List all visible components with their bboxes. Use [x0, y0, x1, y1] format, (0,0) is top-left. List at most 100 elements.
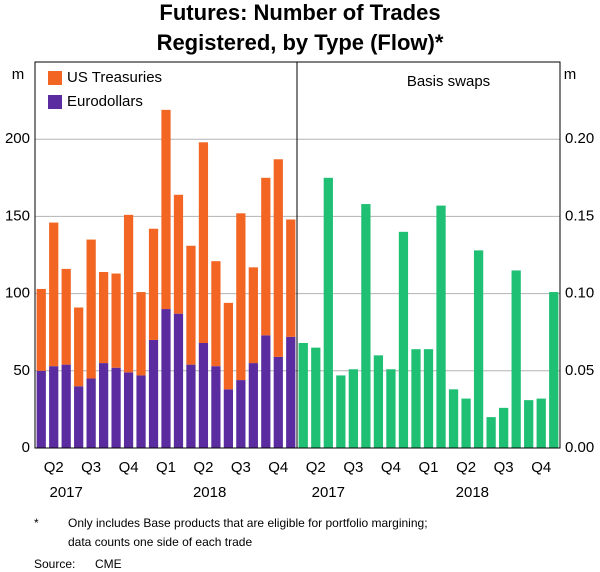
bar-segment [236, 380, 246, 448]
bar [423, 349, 434, 448]
bar-segment [36, 288, 46, 371]
x-tick-label: Q2 [193, 459, 213, 476]
y-tick-label: 0.00 [565, 439, 594, 456]
bar-segment [86, 378, 96, 448]
x-tick-label: Q3 [81, 459, 101, 476]
chart-title: Registered, by Type (Flow)* [157, 30, 444, 55]
bar-segment [111, 273, 121, 368]
x-year-label: 2018 [456, 484, 489, 501]
bar-segment [236, 213, 246, 381]
bar-segment [49, 366, 59, 448]
y-tick-label: 100 [5, 285, 30, 302]
x-year-label: 2017 [312, 484, 345, 501]
bar [536, 398, 546, 448]
bar [461, 398, 471, 448]
bar-segment [198, 343, 209, 448]
bar-segment [223, 302, 233, 390]
footnote: data counts one side of each trade [68, 535, 252, 549]
bar-segment [136, 375, 146, 448]
bar [448, 389, 459, 448]
bar [373, 355, 384, 448]
bar-segment [211, 366, 221, 448]
bar-segment [61, 268, 71, 365]
bar-segment [261, 335, 271, 448]
footnote: Only includes Base products that are eli… [68, 516, 428, 530]
x-tick-label: Q4 [531, 459, 551, 476]
bar [386, 369, 396, 448]
y-tick-label: 0 [22, 439, 30, 456]
bar-segment [173, 313, 184, 448]
bar-segment [211, 261, 221, 367]
x-tick-label: Q2 [456, 459, 476, 476]
y-tick-label: 200 [5, 130, 30, 147]
source-label: Source: [34, 557, 75, 571]
bar-segment [273, 159, 283, 357]
x-tick-label: Q3 [343, 459, 363, 476]
bar [411, 349, 421, 448]
x-tick-label: Q3 [494, 459, 514, 476]
bar-segment [186, 364, 196, 448]
x-tick-label: Q4 [119, 459, 139, 476]
bar [486, 417, 496, 448]
bar-segment [123, 372, 134, 448]
bar-segment [161, 309, 171, 448]
bar [348, 369, 358, 448]
bar-segment [49, 222, 59, 367]
bar-segment [261, 177, 271, 336]
bar [323, 177, 333, 449]
x-tick-label: Q2 [306, 459, 326, 476]
bar [499, 407, 509, 448]
bar-segment [248, 363, 258, 448]
legend-swatch [48, 95, 62, 109]
bar-segment [186, 245, 196, 365]
bar [549, 292, 559, 448]
legend-label: US Treasuries [67, 69, 162, 86]
x-year-label: 2017 [50, 484, 83, 501]
bar-segment [99, 271, 109, 364]
bar-segment [123, 214, 134, 373]
bar-segment [223, 389, 233, 448]
bar-segment [173, 194, 184, 314]
y-unit: m [12, 66, 25, 83]
bar-segment [99, 363, 109, 448]
legend-label: Eurodollars [67, 93, 143, 110]
bar [311, 347, 321, 448]
bar-segment [136, 292, 146, 376]
bar-segment [74, 307, 84, 387]
bar-segment [148, 228, 159, 340]
bar-segment [198, 142, 209, 344]
y-unit: m [564, 66, 577, 83]
y-tick-label: 0.15 [565, 207, 594, 224]
y-tick-label: 0.05 [565, 362, 594, 379]
legend-swatch [48, 71, 62, 85]
x-tick-label: Q1 [418, 459, 438, 476]
bar [361, 204, 371, 448]
bar [336, 375, 346, 448]
bar-segment [273, 356, 283, 448]
x-tick-label: Q1 [156, 459, 176, 476]
x-tick-label: Q4 [381, 459, 401, 476]
x-tick-label: Q4 [268, 459, 288, 476]
y-tick-label: 0.20 [565, 130, 594, 147]
chart-title: Futures: Number of Trades [159, 0, 440, 25]
bar-segment [86, 239, 96, 379]
bar-segment [248, 267, 258, 364]
panel-title: Basis swaps [407, 73, 490, 90]
bar-segment [161, 109, 171, 310]
footnote-marker: * [34, 516, 39, 530]
y-tick-label: 150 [5, 207, 30, 224]
y-tick-label: 50 [13, 362, 30, 379]
bar [511, 270, 521, 448]
bar-segment [111, 367, 121, 448]
x-year-label: 2018 [193, 484, 226, 501]
bar-segment [36, 370, 46, 448]
x-tick-label: Q2 [44, 459, 64, 476]
bar-segment [286, 336, 296, 448]
source: CME [95, 557, 122, 571]
bar [473, 250, 484, 448]
bar [524, 400, 534, 448]
bar [298, 343, 308, 448]
bar-segment [148, 339, 159, 448]
y-tick-label: 0.10 [565, 285, 594, 302]
